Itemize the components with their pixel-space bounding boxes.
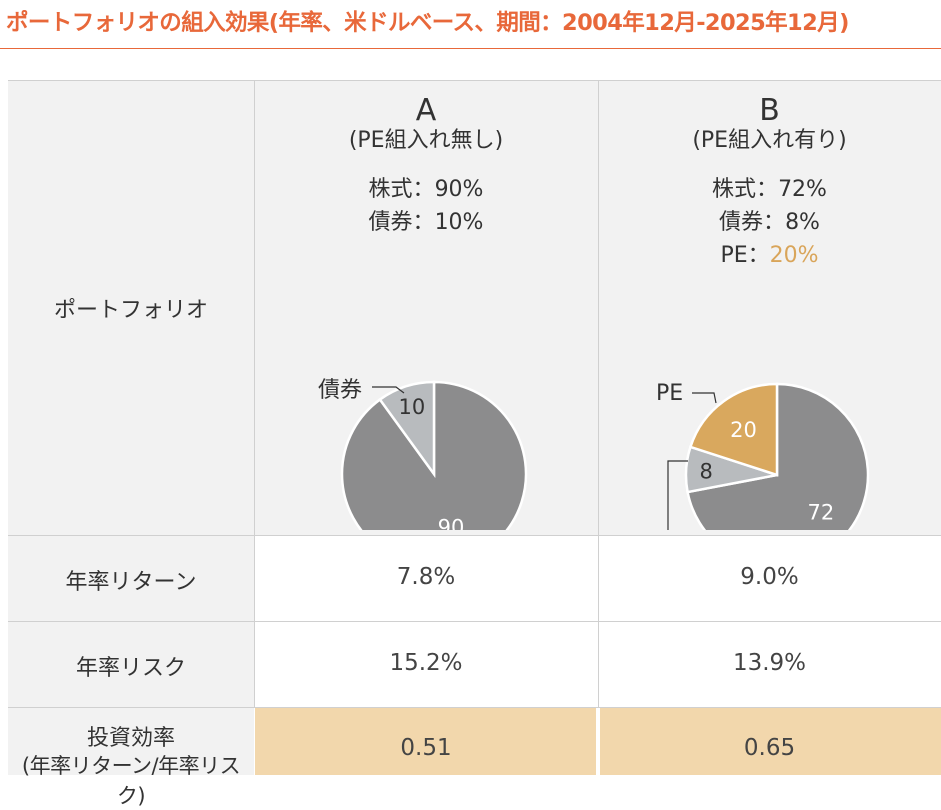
row-label-efficiency-note: (年率リターン/年率リスク) [21,754,241,808]
alloc-sep: ： [756,177,779,202]
pie-slice-stock [340,380,528,530]
row-divider [8,707,941,708]
row-divider [8,535,941,536]
label-column-bg [8,80,254,775]
pie-value-label-stock: 72 [808,500,835,524]
pie-value-label-stock: 90 [438,515,465,530]
pie-chart-portfolio-a: 9010株式債券 [318,378,528,530]
portfolio-b-letter: B [759,93,780,128]
risk-b-value: 13.9% [732,650,807,676]
alloc-label: 株式 [712,177,757,202]
pie-slice-bond [378,380,436,478]
risk-a-cell [254,621,598,707]
alloc-value: 8% [785,210,820,235]
portfolio-a-alloc-stock: 株式：90% [254,173,598,206]
column-divider [598,80,599,708]
alloc-value-pe: 20% [769,243,819,268]
callout-line-bond [372,386,405,394]
pie-value-label-bond: 10 [398,395,425,419]
risk-a-value: 15.2% [389,650,463,676]
row-label-annual-return: 年率リターン [65,570,197,595]
row-label-efficiency: 投資効率 [86,726,175,751]
pie-slice-pe [688,382,779,477]
alloc-value: 10% [434,210,484,235]
portfolio-a-header: A (PE組入れ無し) 株式：90% 債券：10% [254,95,598,239]
alloc-value: 90% [434,177,484,202]
efficiency-a-cell [255,708,596,775]
efficiency-a-value: 0.51 [400,735,452,761]
alloc-sep: ： [412,177,435,202]
pie-category-label-pe: PE [656,381,683,406]
portfolio-b-alloc-pe: PE：20% [598,239,941,272]
portfolio-b-header: B (PE組入れ有り) 株式：72% 債券：8% PE：20% [598,95,941,272]
alloc-label: PE [720,243,748,268]
page-title: ポートフォリオの組入効果(年率、米ドルベース、期間：2004年12月-2025年… [6,10,849,36]
efficiency-b-value: 0.65 [743,735,796,761]
row-label-portfolio: ポートフォリオ [53,298,208,323]
comparison-table: ポートフォリオ 年率リターン 年率リスク 投資効率 (年率リターン/年率リスク)… [8,80,941,808]
efficiency-b-cell [600,708,941,775]
pie-category-label-bond: 債券 [318,378,362,403]
alloc-value: 72% [778,177,827,202]
portfolio-a-letter: A [415,93,437,128]
pie-value-label-bond: 8 [699,460,712,484]
column-divider [254,80,255,708]
alloc-sep: ： [412,210,435,235]
alloc-label: 債券 [719,210,764,235]
alloc-label: 株式 [368,177,413,202]
return-b-value: 9.0% [740,564,799,590]
pie-chart-portfolio-b: 72820株式債券PE [656,381,870,530]
callout-line-pe [692,392,717,404]
row-divider [8,621,941,622]
portfolio-a-subtitle: (PE組入れ無し) [348,128,504,153]
callout-line-bond [667,460,688,530]
alloc-sep: ： [747,243,770,268]
alloc-label: 債券 [368,210,413,235]
return-b-cell [598,535,941,621]
portfolio-b-alloc-bond: 債券：8% [598,206,941,239]
portfolio-a-alloc-bond: 債券：10% [254,206,598,239]
alloc-sep: ： [763,210,786,235]
title-underline [0,48,941,49]
risk-b-cell [598,621,941,707]
portfolio-b-alloc-stock: 株式：72% [598,173,941,206]
pie-value-label-pe: 20 [730,418,757,442]
row-label-annual-risk: 年率リスク [75,656,186,681]
table-top-border [8,80,941,81]
return-a-value: 7.8% [396,564,456,590]
return-a-cell [254,535,598,621]
portfolio-b-subtitle: (PE組入れ有り) [692,128,847,153]
